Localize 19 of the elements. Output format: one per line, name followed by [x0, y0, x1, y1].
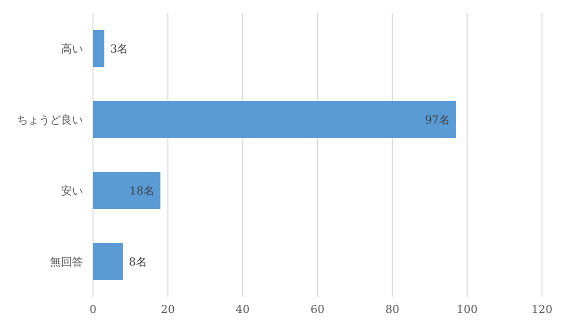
- data-label: 3名: [110, 42, 128, 56]
- x-tick-label: 100: [456, 303, 478, 316]
- y-tick-label: 無回答: [50, 256, 83, 268]
- y-tick-label: 安い: [61, 184, 83, 198]
- x-tick-label: 40: [236, 303, 250, 316]
- bar: [93, 101, 456, 138]
- bar: [93, 172, 160, 209]
- bar: [93, 243, 123, 280]
- x-tick-label: 60: [310, 303, 324, 316]
- y-tick-label: 高い: [61, 42, 83, 56]
- x-tick-label: 120: [532, 303, 552, 316]
- y-tick-label: ちょうど良い: [17, 114, 83, 126]
- x-tick-label: 0: [90, 303, 96, 316]
- bar: [93, 30, 104, 67]
- data-label: 97名: [424, 114, 450, 126]
- x-tick-label: 20: [160, 303, 175, 316]
- data-label: 18名: [129, 184, 154, 198]
- data-label: 8名: [128, 256, 147, 268]
- x-tick-label: 80: [385, 303, 400, 316]
